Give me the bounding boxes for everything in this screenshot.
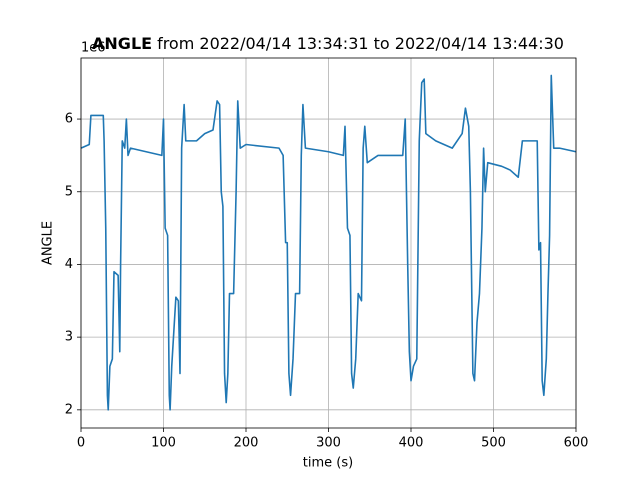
y-tick-label: 6	[65, 112, 73, 127]
x-tick-label: 100	[151, 436, 176, 451]
x-tick-label: 400	[399, 436, 424, 451]
chart-title: ANGLE from 2022/04/14 13:34:31 to 2022/04…	[92, 34, 564, 53]
y-tick-label: 4	[65, 257, 73, 272]
data-line	[80, 74, 577, 411]
x-tick-label: 600	[564, 436, 589, 451]
title-bold: ANGLE	[92, 34, 152, 53]
plot-frame	[80, 57, 577, 429]
y-tick-label: 3	[65, 330, 73, 345]
y-axis-label: ANGLE	[41, 221, 56, 265]
x-axis-label: time (s)	[303, 456, 353, 471]
x-tick-label: 0	[77, 436, 85, 451]
x-tick-label: 300	[316, 436, 341, 451]
y-tick-label: 5	[65, 184, 73, 199]
y-offset-label: 1e6	[81, 41, 106, 56]
y-tick-label: 2	[65, 402, 73, 417]
title-rest: from 2022/04/14 13:34:31 to 2022/04/14 1…	[157, 34, 564, 53]
x-tick-label: 500	[481, 436, 506, 451]
x-tick-label: 200	[234, 436, 259, 451]
